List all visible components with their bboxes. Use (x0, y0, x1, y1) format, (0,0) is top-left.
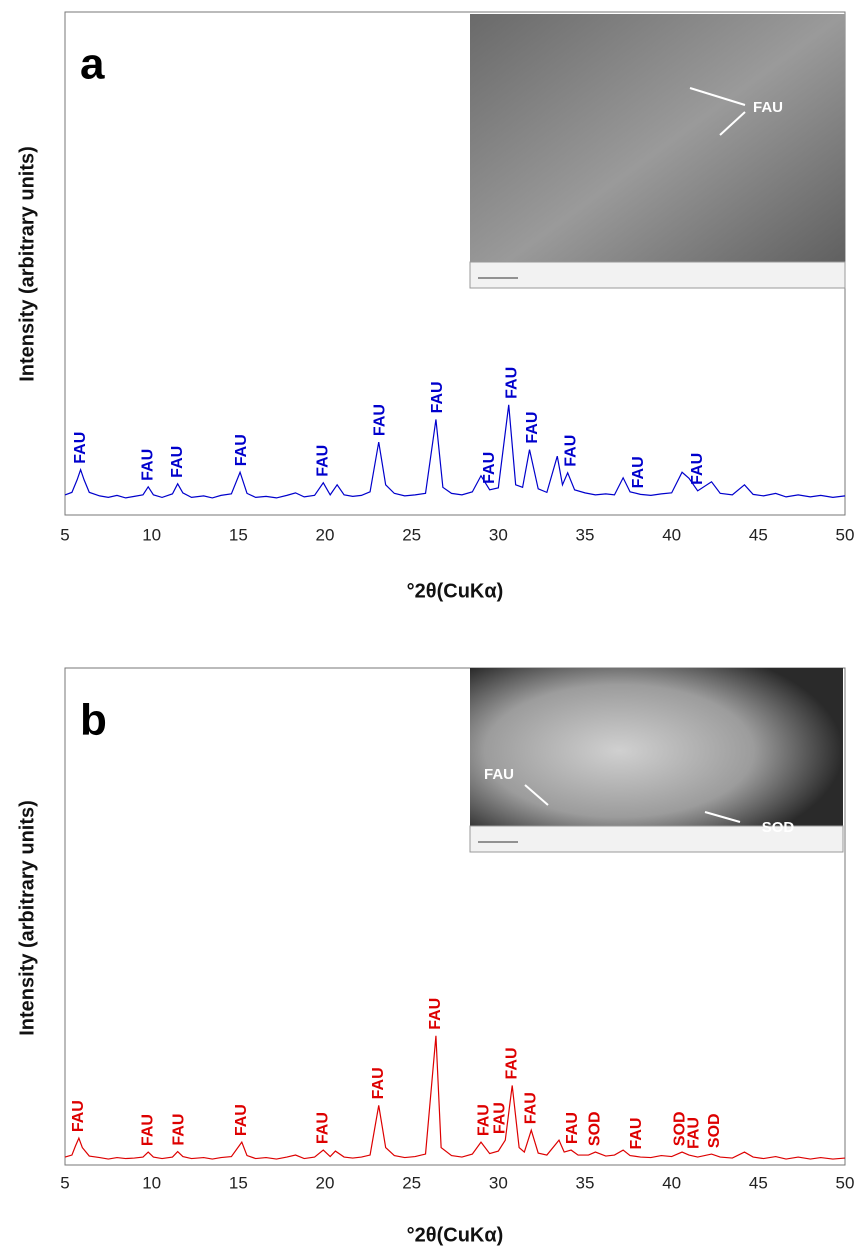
sem-info-bar (469, 825, 844, 853)
peak-label: FAU (233, 434, 250, 466)
peak-label: FAU (171, 1114, 188, 1146)
x-tick-label: 20 (316, 1173, 335, 1192)
x-tick-label: 30 (489, 525, 508, 544)
inset-arrow (719, 111, 746, 136)
x-tick-label: 35 (576, 525, 595, 544)
inset-label: SOD (762, 819, 795, 836)
inset-label: FAU (484, 766, 514, 783)
peak-label: FAU (314, 445, 331, 477)
peak-label: FAU (564, 1112, 581, 1144)
x-tick-label: 5 (60, 1173, 69, 1192)
x-tick-label: 5 (60, 525, 69, 544)
inset-label: FAU (753, 99, 783, 116)
x-tick-label: 25 (402, 525, 421, 544)
x-tick-label: 30 (489, 1173, 508, 1192)
peak-label: FAU (314, 1112, 331, 1144)
peak-label: FAU (169, 446, 186, 478)
x-tick-label: 45 (749, 525, 768, 544)
y-axis-label: Intensity (arbitrary units) (16, 146, 38, 382)
peak-label: FAU (70, 1100, 87, 1132)
x-tick-label: 25 (402, 1173, 421, 1192)
peak-label: SOD (672, 1111, 689, 1146)
peak-label: FAU (427, 998, 444, 1030)
peak-label: FAU (476, 1104, 493, 1136)
sem-image (470, 668, 843, 852)
x-tick-label: 50 (836, 1173, 855, 1192)
peak-label: FAU (72, 432, 89, 464)
peak-label: FAU (139, 1114, 156, 1146)
x-axis-label: °2θ(CuKα) (407, 580, 504, 602)
peak-label: FAU (630, 456, 647, 488)
x-tick-label: 10 (142, 1173, 161, 1192)
peak-label: FAU (628, 1118, 645, 1150)
peak-label: FAU (370, 1067, 387, 1099)
x-tick-label: 15 (229, 1173, 248, 1192)
x-axis-label: °2θ(CuKα) (407, 1224, 504, 1246)
x-tick-label: 50 (836, 525, 855, 544)
panel-label: a (80, 40, 105, 89)
sem-info-bar (469, 261, 846, 289)
peak-label: FAU (503, 1047, 520, 1079)
peak-label: FAU (491, 1102, 508, 1134)
peak-label: FAU (372, 404, 389, 436)
x-tick-label: 10 (142, 525, 161, 544)
panel-label: b (80, 696, 107, 745)
peak-label: FAU (429, 381, 446, 413)
xrd-pattern (64, 404, 846, 499)
peak-label: FAU (139, 449, 156, 481)
x-tick-label: 15 (229, 525, 248, 544)
x-tick-label: 40 (662, 1173, 681, 1192)
x-tick-label: 45 (749, 1173, 768, 1192)
x-tick-label: 20 (316, 525, 335, 544)
peak-label: FAU (522, 1092, 539, 1124)
peak-label: FAU (689, 453, 706, 485)
x-tick-label: 35 (576, 1173, 595, 1192)
peak-label: SOD (706, 1113, 723, 1148)
inset-arrow (524, 784, 549, 806)
peak-label: FAU (562, 435, 579, 467)
peak-label: FAU (685, 1117, 702, 1149)
peak-label: FAU (481, 452, 498, 484)
inset-arrow (704, 811, 741, 823)
y-axis-label: Intensity (arbitrary units) (16, 800, 38, 1036)
plot-frame (64, 667, 846, 1166)
x-tick-label: 40 (662, 525, 681, 544)
peak-label: FAU (233, 1104, 250, 1136)
peak-label: FAU (503, 367, 520, 399)
peak-label: FAU (524, 412, 541, 444)
inset-arrow (689, 87, 746, 106)
xrd-pattern (64, 1035, 846, 1160)
peak-label: SOD (587, 1111, 604, 1146)
sem-image (470, 14, 845, 288)
